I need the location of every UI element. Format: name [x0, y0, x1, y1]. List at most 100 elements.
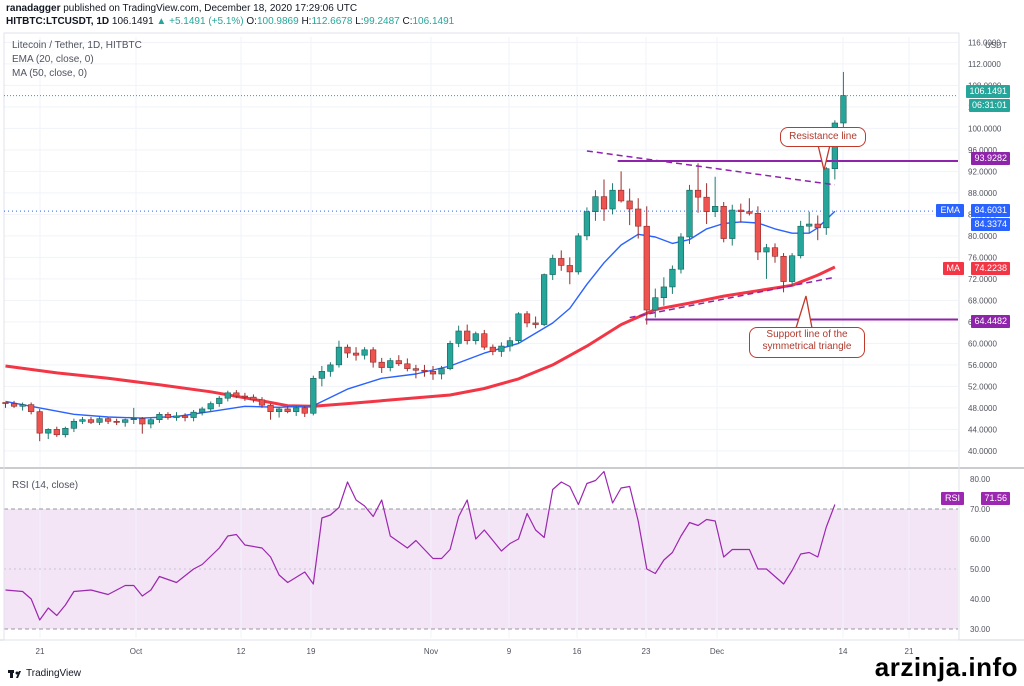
candle-body [301, 407, 308, 414]
candle-body [788, 255, 796, 282]
candle-body [481, 333, 488, 348]
candle-body [224, 392, 231, 399]
candle-body [840, 95, 847, 124]
ema-label-tag: EMA [936, 204, 964, 217]
candle-body [404, 363, 411, 369]
price-tick-label: 60.0000 [968, 339, 997, 348]
support-annotation-line1: Support line of the [766, 329, 848, 340]
legend-ma[interactable]: MA (50, close, 0) [12, 68, 88, 79]
price-change: +5.1491 (+5.1%) [169, 16, 244, 27]
rsi-tick-label: 30.00 [970, 625, 991, 634]
rsi-tick-label: 80.00 [970, 475, 991, 484]
candle-body [677, 236, 685, 270]
candle-body [199, 408, 206, 413]
legend-rsi[interactable]: RSI (14, close) [12, 480, 79, 491]
candle-body [626, 200, 633, 210]
candle-body [173, 415, 180, 418]
price-tick-label: 52.0000 [968, 382, 997, 391]
price-tick-label: 88.0000 [968, 189, 997, 198]
time-tick-label: 21 [905, 647, 914, 656]
candle-body [164, 414, 172, 418]
rsi-tick-label: 70.00 [970, 505, 991, 514]
candle-body [62, 427, 69, 436]
close-value: 106.1491 [412, 16, 455, 27]
symbol-label: HITBTC:LTCUSDT, 1D [6, 16, 110, 27]
rsi-value-tag: 71.56 [981, 492, 1010, 505]
high-value: 112.6678 [311, 16, 353, 27]
candle-body [583, 211, 590, 237]
candle-body [105, 418, 112, 422]
ohlc-readout: HITBTC:LTCUSDT, 1D 106.1491 ▲ +5.1491 (+… [6, 16, 454, 27]
candle-body [464, 330, 471, 341]
price-tick-label: 40.0000 [968, 447, 997, 456]
author-name[interactable]: ranadagger [6, 3, 61, 14]
candle-body [754, 213, 761, 253]
candle-body [523, 313, 531, 324]
open-value: 100.9869 [256, 16, 299, 27]
candle-body [652, 297, 659, 311]
candle-body [421, 369, 428, 372]
resistance-pointer [817, 144, 831, 171]
resistance-price-tag: 93.9282 [971, 152, 1010, 165]
site-watermark: arzinja.info [874, 652, 1018, 682]
candle-body [823, 168, 830, 229]
candle-body [429, 371, 437, 375]
legend-ema[interactable]: EMA (20, close, 0) [12, 54, 94, 65]
time-tick-label: 16 [573, 647, 582, 656]
candle-body [28, 404, 35, 412]
last-price-tag: 106.1491 [966, 85, 1010, 98]
resistance-annotation[interactable]: Resistance line [780, 127, 866, 147]
candle-body [310, 378, 317, 414]
candle-body [241, 395, 249, 398]
candle-body [600, 196, 608, 210]
tradingview-footer[interactable]: TradingView [8, 668, 81, 679]
support-annotation[interactable]: Support line of the symmetrical triangle [749, 327, 865, 358]
candle-body [712, 206, 719, 212]
candle-body [275, 408, 283, 412]
candle-body [566, 265, 573, 273]
candle-body [592, 196, 599, 212]
candle-body [2, 402, 9, 404]
rsi-line [5, 470, 836, 621]
candle-body [122, 419, 129, 423]
high-label: H: [301, 16, 312, 27]
candle-body [130, 418, 137, 421]
candle-body [293, 407, 300, 412]
candle-body [446, 343, 454, 369]
candle-body [729, 209, 736, 239]
candle-body [455, 330, 462, 344]
candle-body [532, 322, 539, 325]
low-value: 99.2487 [363, 16, 400, 27]
legend-title[interactable]: Litecoin / Tether, 1D, HITBTC [12, 40, 142, 51]
ema-20-line [5, 210, 836, 419]
candle-body [10, 403, 18, 407]
price-tick-label: 44.0000 [968, 425, 997, 434]
price-tick-label: 76.0000 [968, 253, 997, 262]
candle-body [506, 340, 514, 347]
ema-value-tag: 84.6031 [971, 204, 1010, 217]
candle-body [327, 364, 334, 372]
resistance-trendline [586, 150, 835, 186]
candle-body [113, 421, 120, 423]
time-tick-label: 19 [307, 647, 316, 656]
publish-header: ranadagger published on TradingView.com,… [6, 3, 357, 14]
support-annotation-line2: symmetrical triangle [762, 341, 852, 352]
rsi-label-tag: RSI [940, 492, 964, 505]
candle-body [96, 418, 103, 423]
candle-body [45, 429, 52, 434]
price-tick-label: 56.0000 [968, 361, 997, 370]
time-tick-label: 14 [839, 647, 848, 656]
candle-body [806, 223, 813, 227]
price-tick-label: 72.0000 [968, 275, 997, 284]
candle-body [763, 247, 770, 253]
candle-body [720, 206, 727, 239]
candle-body [797, 225, 804, 257]
candle-body [87, 419, 95, 423]
candle-body [156, 414, 163, 421]
price-tick-label: 100.0000 [968, 124, 1002, 133]
candle-body [541, 274, 548, 325]
support-price-tag: 64.4482 [971, 315, 1010, 328]
candle-body [190, 411, 197, 418]
candle-body [19, 404, 26, 407]
time-tick-label: 12 [237, 647, 246, 656]
